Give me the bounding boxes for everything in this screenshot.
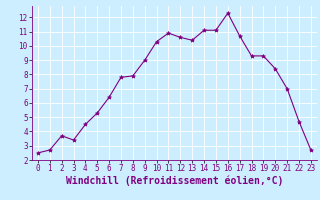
X-axis label: Windchill (Refroidissement éolien,°C): Windchill (Refroidissement éolien,°C) <box>66 176 283 186</box>
